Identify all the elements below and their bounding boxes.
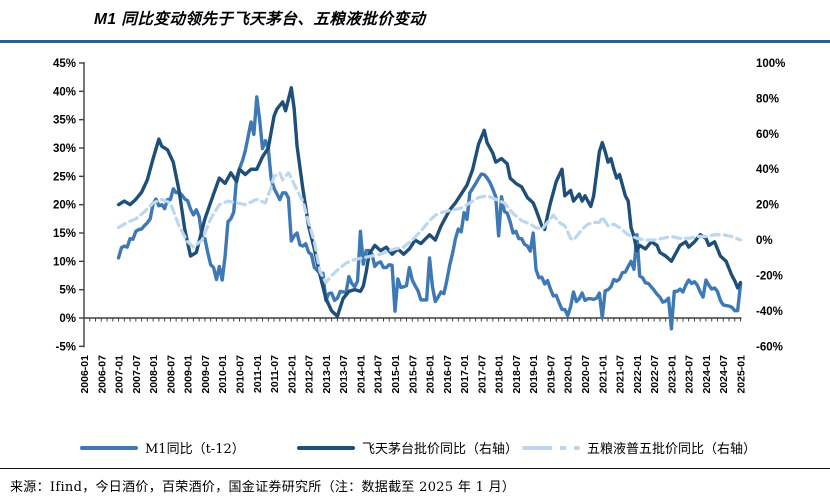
m1-line-swatch bbox=[80, 445, 138, 450]
legend-item-m1: M1同比（t-12） bbox=[80, 438, 245, 457]
svg-text:2019-01: 2019-01 bbox=[528, 355, 540, 394]
svg-text:2019-07: 2019-07 bbox=[545, 355, 557, 394]
svg-text:2025-01: 2025-01 bbox=[736, 355, 748, 394]
svg-text:15%: 15% bbox=[53, 228, 76, 240]
svg-text:-40%: -40% bbox=[756, 306, 783, 318]
svg-text:20%: 20% bbox=[756, 200, 779, 212]
svg-text:2014-01: 2014-01 bbox=[355, 355, 367, 394]
svg-text:2023-01: 2023-01 bbox=[666, 355, 678, 394]
svg-text:2015-01: 2015-01 bbox=[390, 355, 402, 394]
svg-text:2013-07: 2013-07 bbox=[338, 355, 350, 394]
svg-text:2007-01: 2007-01 bbox=[114, 355, 126, 394]
svg-text:2014-07: 2014-07 bbox=[373, 355, 385, 394]
svg-text:40%: 40% bbox=[53, 86, 76, 98]
svg-text:2011-07: 2011-07 bbox=[269, 355, 281, 393]
svg-text:2013-01: 2013-01 bbox=[321, 355, 333, 394]
svg-text:2010-07: 2010-07 bbox=[234, 355, 246, 394]
svg-text:2007-07: 2007-07 bbox=[131, 355, 143, 394]
svg-text:60%: 60% bbox=[756, 129, 779, 141]
chart-legend: M1同比（t-12） 飞天茅台批价同比（右轴） 五粮液普五批价同比（右轴） bbox=[0, 438, 830, 458]
svg-text:10%: 10% bbox=[53, 256, 76, 268]
svg-text:25%: 25% bbox=[53, 171, 76, 183]
svg-text:20%: 20% bbox=[53, 200, 76, 212]
svg-text:2016-07: 2016-07 bbox=[442, 355, 454, 394]
page-title: M1 同比变动领先于飞天茅台、五粮液批价变动 bbox=[94, 11, 426, 28]
svg-text:2017-01: 2017-01 bbox=[459, 355, 471, 394]
svg-text:2015-07: 2015-07 bbox=[407, 355, 419, 394]
svg-text:2023-07: 2023-07 bbox=[684, 355, 696, 394]
svg-text:35%: 35% bbox=[53, 115, 76, 127]
svg-text:2012-07: 2012-07 bbox=[304, 355, 316, 394]
svg-text:2020-07: 2020-07 bbox=[580, 355, 592, 394]
svg-text:30%: 30% bbox=[53, 143, 76, 155]
moutai-line-swatch bbox=[297, 445, 355, 450]
svg-text:80%: 80% bbox=[756, 93, 779, 105]
svg-text:2009-01: 2009-01 bbox=[183, 355, 195, 394]
svg-text:2022-07: 2022-07 bbox=[649, 355, 661, 394]
svg-text:2008-07: 2008-07 bbox=[165, 355, 177, 394]
source-note: 来源：Ifind，今日酒价，百荣酒价，国金证券研究所（注：数据截至 2025 年… bbox=[10, 480, 516, 495]
svg-text:2018-01: 2018-01 bbox=[494, 355, 506, 394]
svg-text:2021-07: 2021-07 bbox=[615, 355, 627, 394]
svg-text:2018-07: 2018-07 bbox=[511, 355, 523, 394]
svg-text:2011-01: 2011-01 bbox=[252, 355, 264, 393]
svg-text:-5%: -5% bbox=[56, 341, 76, 353]
svg-text:2006-01: 2006-01 bbox=[79, 355, 91, 394]
legend-item-wuliangye: 五粮液普五批价同比（右轴） bbox=[522, 438, 756, 457]
svg-text:2008-01: 2008-01 bbox=[148, 355, 160, 394]
footer: 来源：Ifind，今日酒价，百荣酒价，国金证券研究所（注：数据截至 2025 年… bbox=[0, 468, 830, 495]
svg-text:2009-07: 2009-07 bbox=[200, 355, 212, 394]
wuliangye-line-swatch bbox=[522, 445, 580, 450]
svg-text:5%: 5% bbox=[59, 285, 76, 297]
svg-text:45%: 45% bbox=[53, 58, 76, 70]
legend-label-wuliangye: 五粮液普五批价同比（右轴） bbox=[587, 442, 757, 457]
svg-text:2012-01: 2012-01 bbox=[286, 355, 298, 394]
svg-text:-20%: -20% bbox=[756, 270, 783, 282]
svg-text:2024-01: 2024-01 bbox=[701, 355, 713, 394]
svg-text:100%: 100% bbox=[756, 58, 785, 70]
svg-text:2022-01: 2022-01 bbox=[632, 355, 644, 394]
title-rule-divider bbox=[0, 40, 830, 43]
svg-text:2006-07: 2006-07 bbox=[96, 355, 108, 394]
svg-text:2020-01: 2020-01 bbox=[563, 355, 575, 394]
svg-text:2021-01: 2021-01 bbox=[597, 355, 609, 394]
legend-label-moutai: 飞天茅台批价同比（右轴） bbox=[362, 442, 519, 457]
svg-text:2010-01: 2010-01 bbox=[217, 355, 229, 394]
svg-text:2024-07: 2024-07 bbox=[718, 355, 730, 394]
svg-text:2017-07: 2017-07 bbox=[476, 355, 488, 394]
legend-item-moutai: 飞天茅台批价同比（右轴） bbox=[297, 438, 518, 457]
svg-text:0%: 0% bbox=[756, 235, 773, 247]
svg-text:0%: 0% bbox=[59, 313, 76, 325]
legend-label-m1: M1同比（t-12） bbox=[145, 442, 245, 457]
svg-text:-60%: -60% bbox=[756, 341, 783, 353]
svg-text:2016-01: 2016-01 bbox=[425, 355, 437, 394]
svg-text:40%: 40% bbox=[756, 164, 779, 176]
